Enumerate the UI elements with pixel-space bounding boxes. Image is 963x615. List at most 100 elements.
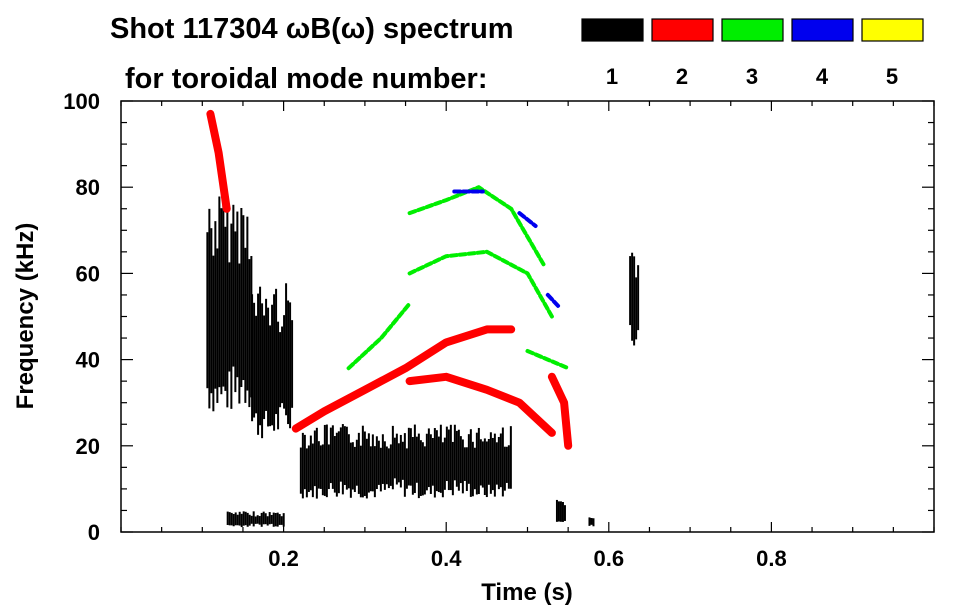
mode-1-column: [365, 438, 368, 499]
mode-1-column: [252, 511, 255, 527]
mode-1-column: [437, 436, 440, 493]
mode-1-column: [353, 446, 356, 493]
mode-1-region-5: [555, 499, 566, 522]
mode-1-column: [303, 434, 306, 490]
mode-1-column: [475, 432, 478, 495]
mode-1-column: [471, 441, 474, 497]
mode-1-column: [433, 428, 436, 498]
legend: 1 2 3 4 5: [581, 18, 924, 89]
mode-1-column: [216, 248, 219, 403]
mode-1-column: [467, 434, 470, 484]
mode-1-column: [421, 442, 424, 496]
mode-1-column: [345, 426, 348, 490]
mode-1-column: [457, 429, 460, 491]
mode-1-region-6: [588, 517, 595, 527]
tick-labels: 0.2 0.4 0.6 0.8 0 20 40 60 80 100: [63, 89, 786, 571]
mode-2-band-3: [206, 109, 231, 213]
mode-1-column: [473, 447, 476, 490]
mode-1-column: [311, 443, 314, 498]
mode-1-column: [409, 428, 412, 486]
mode-1-column: [379, 447, 382, 492]
mode-1-column: [240, 208, 243, 388]
mode-1-column: [331, 425, 334, 489]
y-tick-label: 20: [76, 434, 100, 459]
mode-1-column: [261, 303, 264, 439]
mode-1-column: [208, 208, 211, 409]
mode-1-column: [230, 512, 233, 526]
mode-1-column: [244, 247, 247, 403]
mode-1-column: [419, 440, 422, 496]
mode-1-column: [280, 516, 283, 525]
mode-1-column: [389, 444, 392, 486]
x-tick-label: 0.8: [756, 546, 787, 571]
mode-1-column: [230, 223, 233, 409]
y-tick-label: 80: [76, 175, 100, 200]
mode-2-band-0: [291, 325, 516, 433]
mode-1-column: [270, 514, 273, 524]
mode-1-column: [251, 294, 254, 422]
axis-ticks: [120, 100, 935, 533]
legend-swatch-mode-2: [651, 18, 714, 42]
mode-1-column: [343, 426, 346, 485]
mode-1-column: [258, 516, 261, 525]
mode-1-column: [465, 447, 468, 491]
mode-1-column: [413, 424, 416, 494]
mode-1-column: [224, 226, 227, 391]
mode-1-column: [479, 439, 482, 486]
mode-1-column: [256, 515, 259, 524]
legend-label-mode-4: 4: [816, 64, 829, 89]
mode-1-column: [254, 516, 257, 524]
mode-1-column: [236, 211, 239, 378]
mode-2-band-2: [547, 372, 573, 450]
mode-1-column: [232, 514, 235, 527]
mode-1-region-1: [251, 283, 294, 439]
mode-1-column: [375, 436, 378, 490]
mode-1-column: [255, 315, 258, 414]
chart-title: Shot 117304 ωB(ω) spectrum: [110, 13, 514, 45]
mode-1-column: [493, 433, 496, 497]
mode-1-column: [588, 517, 591, 526]
mode-1-column: [483, 438, 486, 496]
mode-1-column: [455, 430, 458, 487]
mode-1-column: [264, 513, 267, 525]
mode-1-column: [563, 505, 566, 521]
legend-swatch-mode-1: [581, 18, 644, 42]
mode-1-column: [499, 433, 502, 488]
mode-1-column: [206, 232, 209, 389]
x-tick-label: 0.2: [268, 546, 299, 571]
mode-1-column: [325, 424, 328, 498]
mode-1-column: [459, 436, 462, 484]
mode-1-column: [633, 256, 636, 346]
mode-1-column: [355, 439, 358, 486]
x-tick-label: 0.6: [594, 546, 625, 571]
mode-1-column: [415, 436, 418, 483]
mode-1-column: [222, 202, 225, 387]
mode-1-column: [463, 447, 466, 481]
mode-1-column: [431, 437, 434, 486]
mode-1-column: [323, 424, 326, 496]
mode-1-column: [485, 441, 488, 498]
mode-1-column: [248, 259, 251, 408]
mode-1-column: [403, 433, 406, 497]
legend-swatch-mode-4: [791, 18, 854, 42]
mode-1-column: [283, 315, 286, 409]
mode-1-region-0: [206, 194, 253, 412]
mode-1-column: [359, 445, 362, 498]
mode-1-column: [226, 511, 229, 525]
mode-1-column: [487, 439, 490, 485]
mode-1-column: [259, 286, 262, 426]
mode-1-column: [335, 432, 338, 497]
mode-1-column: [469, 429, 472, 497]
mode-1-column: [497, 436, 500, 490]
mode-1-column: [333, 436, 336, 493]
mode-4-band-2: [545, 292, 562, 310]
mode-1-column: [363, 431, 366, 496]
mode-1-column: [246, 216, 249, 391]
mode-2-band-1: [405, 372, 556, 437]
mode-1-column: [327, 444, 330, 490]
mode-1-column: [435, 430, 438, 492]
mode-1-column: [491, 437, 494, 491]
mode-3-band-3: [525, 349, 571, 371]
mode-1-column: [505, 446, 508, 483]
